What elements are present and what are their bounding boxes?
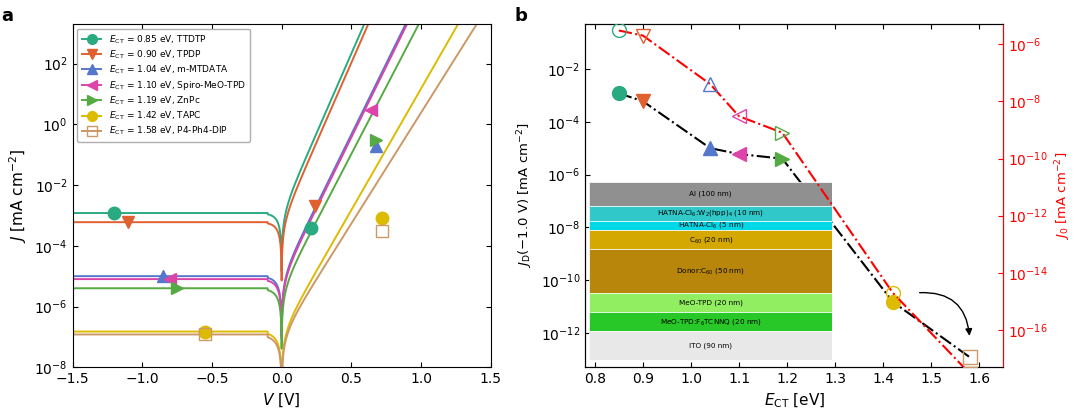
Y-axis label: $J$ [mA cm$^{-2}$]: $J$ [mA cm$^{-2}$] xyxy=(6,148,29,243)
Text: b: b xyxy=(514,7,527,25)
X-axis label: $E_\mathrm{CT}$ [eV]: $E_\mathrm{CT}$ [eV] xyxy=(764,392,825,410)
Text: a: a xyxy=(1,7,13,25)
Y-axis label: $J_0$ [mA cm$^{-2}$]: $J_0$ [mA cm$^{-2}$] xyxy=(1053,151,1074,240)
X-axis label: $V$ [V]: $V$ [V] xyxy=(262,392,301,409)
Legend: $E_\mathrm{CT}$ = 0.85 eV, TTDTP, $E_\mathrm{CT}$ = 0.90 eV, TPDP, $E_\mathrm{CT: $E_\mathrm{CT}$ = 0.85 eV, TTDTP, $E_\ma… xyxy=(77,29,251,142)
Y-axis label: $J_\mathrm{D}(-1.0\ \mathrm{V})$ [mA cm$^{-2}$]: $J_\mathrm{D}(-1.0\ \mathrm{V})$ [mA cm$… xyxy=(515,123,536,269)
